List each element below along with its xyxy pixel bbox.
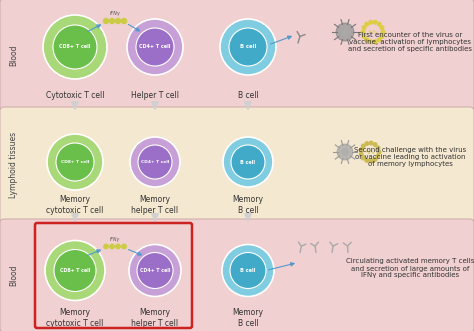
Circle shape xyxy=(136,28,174,66)
Circle shape xyxy=(127,19,183,75)
Text: Memory
B cell: Memory B cell xyxy=(233,195,264,215)
Circle shape xyxy=(365,38,369,42)
Text: Circulating activated memory T cells
and secretion of large amounts of
IFNγ and : Circulating activated memory T cells and… xyxy=(346,259,474,278)
Text: CD8+ T cell: CD8+ T cell xyxy=(61,160,89,164)
Circle shape xyxy=(381,30,385,34)
Text: Memory
cytotoxic T cell: Memory cytotoxic T cell xyxy=(46,308,104,328)
Circle shape xyxy=(359,148,363,152)
Circle shape xyxy=(110,244,114,249)
Text: Lymphoid tissues: Lymphoid tissues xyxy=(9,132,18,198)
FancyBboxPatch shape xyxy=(0,0,474,111)
Text: B cell: B cell xyxy=(240,268,256,273)
Circle shape xyxy=(231,145,265,179)
Circle shape xyxy=(137,253,173,289)
Circle shape xyxy=(220,19,276,75)
Circle shape xyxy=(374,158,377,161)
Circle shape xyxy=(45,241,105,301)
Circle shape xyxy=(47,134,103,190)
Circle shape xyxy=(53,25,97,69)
Circle shape xyxy=(336,23,354,41)
Circle shape xyxy=(341,148,349,156)
Circle shape xyxy=(56,143,94,181)
Text: Memory
helper T cell: Memory helper T cell xyxy=(131,195,179,215)
Circle shape xyxy=(43,15,107,79)
Circle shape xyxy=(369,40,373,44)
Text: IFNγ: IFNγ xyxy=(109,11,120,16)
Circle shape xyxy=(122,244,126,249)
Circle shape xyxy=(362,144,365,148)
Circle shape xyxy=(369,141,373,145)
Text: B cell: B cell xyxy=(240,160,255,165)
Circle shape xyxy=(138,145,172,179)
Text: Blood: Blood xyxy=(9,44,18,66)
Circle shape xyxy=(377,38,381,42)
Circle shape xyxy=(229,28,267,66)
Circle shape xyxy=(374,40,377,44)
Circle shape xyxy=(374,143,377,146)
Circle shape xyxy=(362,156,365,160)
Circle shape xyxy=(365,159,369,162)
Text: CD4+ T cell: CD4+ T cell xyxy=(140,268,170,273)
FancyBboxPatch shape xyxy=(0,107,474,223)
Circle shape xyxy=(365,23,369,26)
Circle shape xyxy=(230,253,266,289)
Circle shape xyxy=(369,21,373,24)
Text: B cell: B cell xyxy=(240,44,256,50)
Text: CD8+ T cell: CD8+ T cell xyxy=(60,268,90,273)
Circle shape xyxy=(362,34,366,38)
Text: IFNγ: IFNγ xyxy=(110,237,120,242)
Text: CD4+ T cell: CD4+ T cell xyxy=(141,160,169,164)
Circle shape xyxy=(365,142,369,145)
Circle shape xyxy=(359,152,363,156)
Text: B cell: B cell xyxy=(237,91,258,101)
Circle shape xyxy=(362,26,366,29)
Circle shape xyxy=(380,34,384,38)
Circle shape xyxy=(116,19,120,24)
Circle shape xyxy=(369,159,373,163)
Circle shape xyxy=(377,23,381,26)
Text: CD8+ T cell: CD8+ T cell xyxy=(59,44,91,50)
Circle shape xyxy=(103,19,109,24)
Text: Memory
cytotoxic T cell: Memory cytotoxic T cell xyxy=(46,195,104,215)
Text: Memory
B cell: Memory B cell xyxy=(233,308,264,328)
Circle shape xyxy=(377,150,381,154)
FancyBboxPatch shape xyxy=(0,219,474,331)
Circle shape xyxy=(376,154,380,158)
Circle shape xyxy=(222,245,274,297)
Circle shape xyxy=(361,30,365,34)
Circle shape xyxy=(337,144,353,160)
Circle shape xyxy=(380,26,384,29)
Text: Helper T cell: Helper T cell xyxy=(131,91,179,101)
Text: Cytotoxic T cell: Cytotoxic T cell xyxy=(46,91,104,101)
Circle shape xyxy=(109,19,115,24)
Text: Memory
helper T cell: Memory helper T cell xyxy=(131,308,179,328)
Text: Second challenge with the virus
or vaccine leading to activation
of memory lymph: Second challenge with the virus or vacci… xyxy=(354,147,466,167)
Circle shape xyxy=(376,146,380,150)
Text: Blood: Blood xyxy=(9,265,18,286)
Circle shape xyxy=(340,27,349,36)
Circle shape xyxy=(104,244,108,249)
Circle shape xyxy=(54,250,96,292)
Circle shape xyxy=(121,19,127,24)
Text: CD4+ T cell: CD4+ T cell xyxy=(139,44,171,50)
Circle shape xyxy=(374,21,377,24)
Circle shape xyxy=(116,244,120,249)
Circle shape xyxy=(129,245,181,297)
Circle shape xyxy=(130,137,180,187)
Circle shape xyxy=(223,137,273,187)
Text: First encounter of the virus or
vaccine, activation of lymphocytes
and secretion: First encounter of the virus or vaccine,… xyxy=(348,32,472,52)
